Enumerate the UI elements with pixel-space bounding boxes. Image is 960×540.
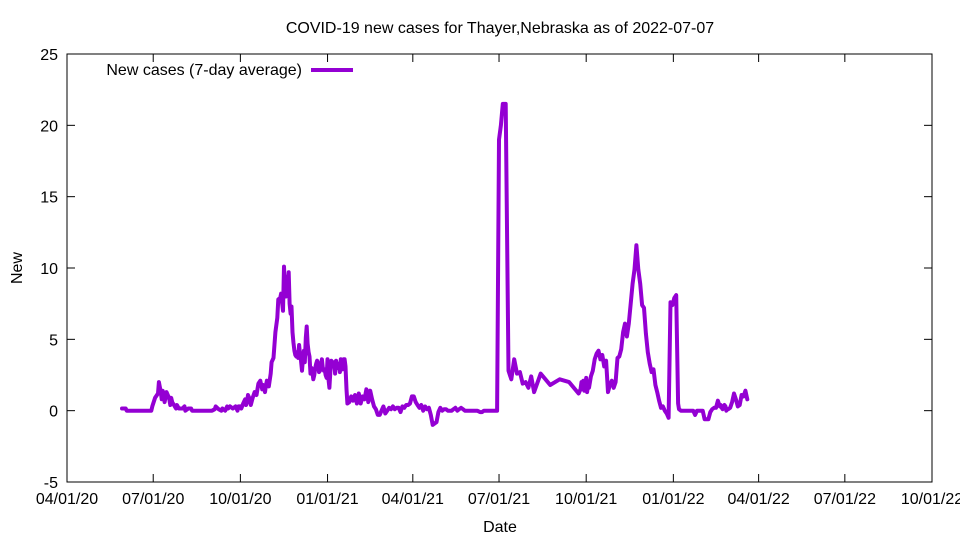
y-tick-label: 15	[40, 190, 58, 207]
y-tick-label: 20	[40, 118, 58, 135]
x-tick-label: 10/01/21	[555, 491, 617, 508]
legend-label: New cases (7-day average)	[106, 62, 302, 79]
y-tick-label: 0	[49, 404, 58, 421]
y-axis: -5 0 5 10 15 20 25	[40, 47, 932, 492]
y-tick-label: 5	[49, 332, 58, 349]
x-tick-label: 04/01/21	[382, 491, 444, 508]
chart-title: COVID-19 new cases for Thayer,Nebraska a…	[286, 20, 714, 37]
y-tick-label: 10	[40, 261, 58, 278]
x-tick-label: 07/01/20	[122, 491, 184, 508]
series-line-new-cases	[120, 101, 750, 427]
x-tick-label: 01/01/22	[642, 491, 704, 508]
x-tick-label: 07/01/22	[814, 491, 876, 508]
y-tick-label: -5	[44, 475, 58, 492]
x-tick-label: 01/01/21	[296, 491, 358, 508]
x-tick-label: 04/01/20	[36, 491, 98, 508]
x-tick-label: 10/01/22	[901, 491, 960, 508]
x-tick-label: 10/01/20	[209, 491, 271, 508]
x-axis: 04/01/20 07/01/20 10/01/20 01/01/21 04/01/21…	[36, 54, 960, 508]
x-axis-label: Date	[483, 519, 517, 536]
x-tick-label: 04/01/22	[727, 491, 789, 508]
y-axis-label: New	[9, 252, 26, 284]
y-tick-label: 25	[40, 47, 58, 64]
x-tick-label: 07/01/21	[468, 491, 530, 508]
legend: New cases (7-day average)	[106, 62, 353, 79]
